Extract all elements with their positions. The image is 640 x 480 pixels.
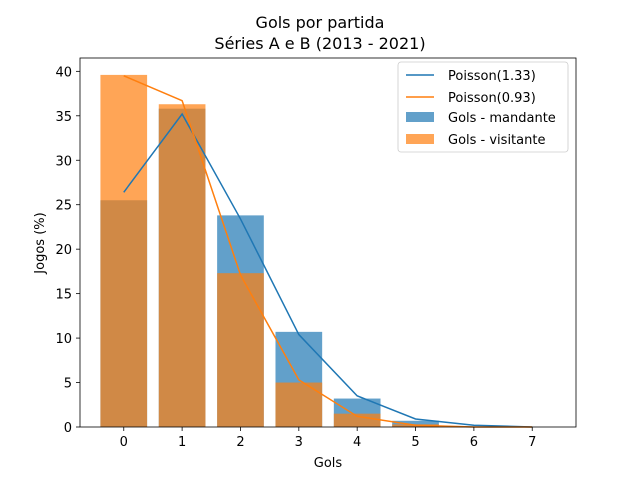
x-tick-label: 6 [470,435,478,450]
x-tick-label: 2 [236,435,244,450]
legend-box [397,61,569,153]
y-axis-label: Jogos (%) [33,212,48,274]
y-ticks: 0 5 10 15 20 25 30 35 40 [55,65,80,436]
chart-subtitle: Séries A e B (2013 - 2021) [214,34,425,53]
y-tick-label: 20 [55,243,72,258]
bar [392,420,439,427]
y-tick-label: 40 [55,65,72,80]
y-tick-label: 15 [55,288,72,303]
legend-label: Poisson(0.93) [448,91,536,106]
bar [333,413,381,427]
x-tick-label: 5 [411,435,419,450]
x-tick-label: 7 [528,435,536,450]
y-tick-label: 35 [55,110,72,125]
legend-bar-swatch [406,134,434,144]
y-tick-label: 5 [64,377,72,392]
x-tick-label: 3 [295,435,303,450]
legend-bar-swatch [406,112,434,122]
legend: Poisson(1.33) Poisson(0.93) Gols - manda… [397,61,569,153]
axes-frame [79,57,577,428]
y-tick-label: 30 [55,154,72,169]
bar [158,104,206,427]
legend-label: Gols - visitante [448,133,545,148]
x-tick-label: 0 [120,435,128,450]
y-tick-label: 10 [55,332,72,347]
bars-layer [100,74,439,427]
y-tick-label: 25 [55,199,72,214]
x-tick-label: 4 [353,435,361,450]
legend-label: Poisson(1.33) [448,69,536,84]
x-tick-label: 1 [178,435,186,450]
legend-label: Gols - mandante [448,111,556,126]
x-axis-label: Gols [314,456,343,471]
bar [100,74,148,427]
x-ticks: 0 1 2 3 4 5 6 7 [120,427,536,450]
bar [217,273,264,427]
y-tick-label: 0 [64,421,72,436]
chart-title: Gols por partida [256,13,385,32]
